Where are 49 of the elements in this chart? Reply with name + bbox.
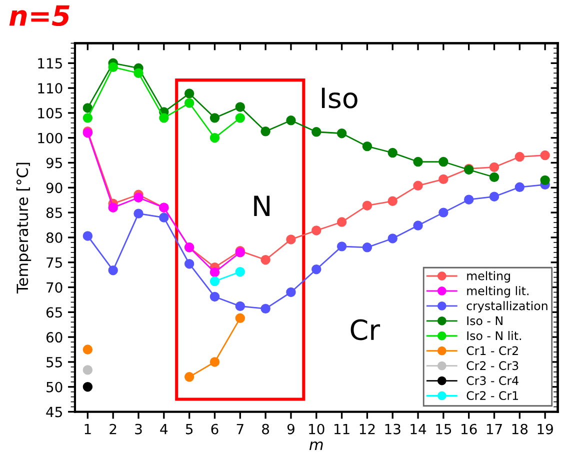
x-tick-label: 16 <box>462 424 477 434</box>
x-tick-label: 9 <box>287 424 294 434</box>
y-axis-title: Temperature [°C] <box>16 162 32 294</box>
x-tick-label: 3 <box>135 424 142 434</box>
chart-title: n=5 <box>9 5 70 26</box>
y-tick-label: 90 <box>46 182 62 194</box>
legend-label: melting <box>467 271 510 283</box>
legend-label: Cr2 - Cr1 <box>466 391 518 400</box>
annotation: N <box>254 196 270 216</box>
y-tick-label: 55 <box>46 357 62 368</box>
legend-label: crystallization <box>466 301 548 313</box>
x-tick-label: 8 <box>262 424 270 434</box>
x-tick-label: 12 <box>360 424 375 434</box>
x-tick-label: 5 <box>186 424 193 434</box>
x-tick-label: 19 <box>538 424 553 434</box>
x-tick-label: 1 <box>84 424 91 434</box>
legend-label: Iso - N lit. <box>467 331 521 340</box>
y-tick-label: 60 <box>46 332 62 343</box>
legend-label: melting lit. <box>467 286 528 298</box>
legend-label: Cr1 - Cr2 <box>466 346 518 356</box>
y-tick-label: 70 <box>46 282 62 293</box>
x-tick-label: 17 <box>486 424 502 434</box>
x-tick-label: 7 <box>236 424 244 434</box>
y-tick-label: 95 <box>46 158 62 168</box>
x-tick-label: 14 <box>410 424 426 434</box>
x-tick-label: 11 <box>334 424 350 434</box>
y-tick-label: 65 <box>46 307 62 318</box>
y-tick-label: 50 <box>46 382 62 392</box>
legend-label: Cr2 - Cr3 <box>466 361 518 370</box>
y-tick-label: 85 <box>46 208 62 218</box>
y-tick-label: 110 <box>38 83 62 94</box>
x-tick-label: 15 <box>436 424 452 434</box>
x-tick-label: 4 <box>160 424 168 434</box>
y-tick-label: 45 <box>46 406 62 418</box>
x-tick-label: 2 <box>110 424 116 434</box>
x-axis-title: m <box>309 441 323 450</box>
y-tick-label: 115 <box>38 58 62 69</box>
legend-label: Iso - N <box>467 316 502 326</box>
x-tick-label: 6 <box>211 424 218 434</box>
y-tick-label: 105 <box>38 108 62 118</box>
legend-label: Cr3 - Cr4 <box>466 376 518 386</box>
x-tick-label: 10 <box>309 424 324 434</box>
annotation: Cr <box>350 319 380 340</box>
x-tick-label: 18 <box>512 424 528 434</box>
annotation: Iso <box>322 88 358 108</box>
x-tick-label: 13 <box>385 424 400 434</box>
y-tick-label: 80 <box>46 232 62 243</box>
y-tick-label: 100 <box>38 132 62 144</box>
y-tick-label: 75 <box>46 258 62 268</box>
